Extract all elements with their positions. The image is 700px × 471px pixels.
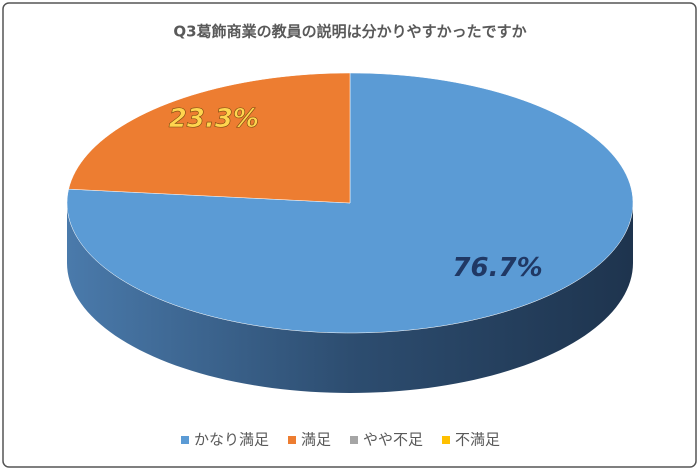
legend-swatch bbox=[181, 436, 189, 444]
slice-side bbox=[67, 203, 633, 393]
legend-label: やや不足 bbox=[363, 431, 423, 449]
legend-swatch bbox=[350, 436, 358, 444]
pie: 76.7% 23.3% bbox=[66, 72, 634, 393]
legend-label: かなり満足 bbox=[194, 431, 269, 449]
chart-title: Q3葛飾商業の教員の説明は分かりやすかったですか bbox=[173, 23, 526, 41]
slice bbox=[66, 72, 634, 334]
data-label: 23.3% bbox=[169, 104, 259, 134]
legend-swatch bbox=[288, 436, 296, 444]
data-label: 76.7% bbox=[452, 253, 542, 283]
slice bbox=[68, 72, 351, 204]
legend: かなり満足 満足 やや不足 不満足 bbox=[181, 431, 500, 449]
legend-label: 不満足 bbox=[455, 431, 500, 449]
legend-swatch bbox=[442, 436, 450, 444]
legend-label: 満足 bbox=[301, 431, 331, 449]
